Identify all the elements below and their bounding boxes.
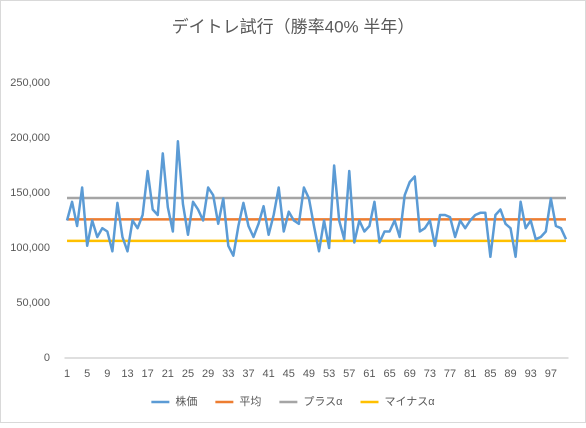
chart-title: デイトレ試行（勝率40% 半年） xyxy=(172,16,415,36)
legend-label: プラスα xyxy=(303,395,343,408)
x-tick-label: 77 xyxy=(444,368,456,380)
x-tick-label: 17 xyxy=(142,368,154,380)
x-tick-label: 85 xyxy=(484,368,496,380)
series-line xyxy=(65,140,568,259)
x-tick-label: 49 xyxy=(303,368,315,380)
x-tick-label: 93 xyxy=(525,368,537,380)
x-tick-label: 1 xyxy=(64,368,70,380)
x-tick-label: 65 xyxy=(383,368,395,380)
legend-label: マイナスα xyxy=(385,395,436,408)
x-tick-label: 53 xyxy=(323,368,335,380)
x-tick-label: 37 xyxy=(242,368,254,380)
y-tick-label: 250,000 xyxy=(10,77,50,89)
x-tick-label: 33 xyxy=(222,368,234,380)
x-tick-label: 9 xyxy=(104,368,110,380)
x-tick-label: 29 xyxy=(202,368,214,380)
y-tick-label: 200,000 xyxy=(10,132,50,144)
x-tick-label: 57 xyxy=(343,368,355,380)
x-tick-label: 21 xyxy=(162,368,174,380)
x-tick-label: 97 xyxy=(545,368,557,380)
y-tick-label: 100,000 xyxy=(10,242,50,254)
legend-label: 株価 xyxy=(175,394,197,408)
x-tick-label: 45 xyxy=(283,368,295,380)
x-tick-label: 69 xyxy=(404,368,416,380)
x-tick-label: 89 xyxy=(504,368,516,380)
y-tick-label: 0 xyxy=(44,352,50,364)
x-tick-label: 41 xyxy=(262,368,274,380)
y-tick-label: 150,000 xyxy=(10,187,50,199)
x-tick-label: 73 xyxy=(424,368,436,380)
x-tick-label: 81 xyxy=(464,368,476,380)
legend-label: 平均 xyxy=(239,395,261,408)
x-tick-label: 61 xyxy=(363,368,375,380)
y-tick-label: 50,000 xyxy=(16,297,50,309)
x-tick-label: 13 xyxy=(121,368,133,380)
x-tick-label: 25 xyxy=(182,368,194,380)
x-tick-label: 5 xyxy=(84,368,90,380)
